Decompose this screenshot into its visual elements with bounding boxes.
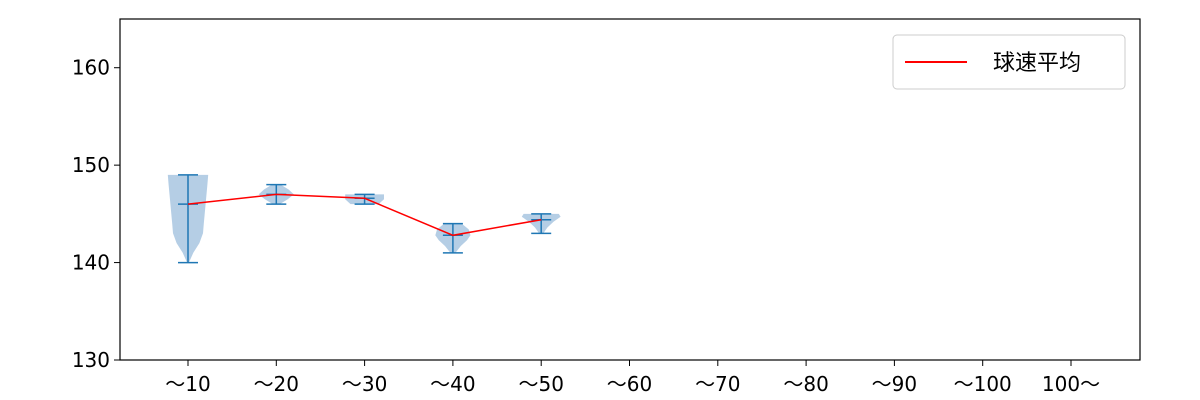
legend: 球速平均 xyxy=(892,34,1126,90)
x-tick-label: ～20 xyxy=(254,372,299,396)
y-tick-label: 150 xyxy=(72,153,110,177)
x-tick-label: 100～ xyxy=(1042,372,1100,396)
x-tick-label: ～100 xyxy=(954,372,1012,396)
x-tick-label: ～40 xyxy=(430,372,475,396)
x-tick-label: ～50 xyxy=(518,372,563,396)
y-tick-label: 140 xyxy=(72,251,110,275)
plot-area xyxy=(167,174,561,264)
legend-box xyxy=(892,34,1126,90)
x-tick-label: ～30 xyxy=(342,372,387,396)
y-tick-label: 130 xyxy=(72,348,110,372)
x-tick-label: ～10 xyxy=(165,372,210,396)
legend-label: 球速平均 xyxy=(993,51,1081,76)
axes: 130 140 150 160 ～10 ～20 ～30 ～40 ～50 ～60 ～70 ～80 ～90 ～… xyxy=(72,18,1141,396)
x-tick-label: ～90 xyxy=(872,372,917,396)
x-tick-label: ～60 xyxy=(607,372,652,396)
mean-line xyxy=(187,193,542,237)
y-tick-label: 160 xyxy=(72,56,110,80)
x-tick-label: ～80 xyxy=(783,372,828,396)
x-tick-label: ～70 xyxy=(695,372,740,396)
